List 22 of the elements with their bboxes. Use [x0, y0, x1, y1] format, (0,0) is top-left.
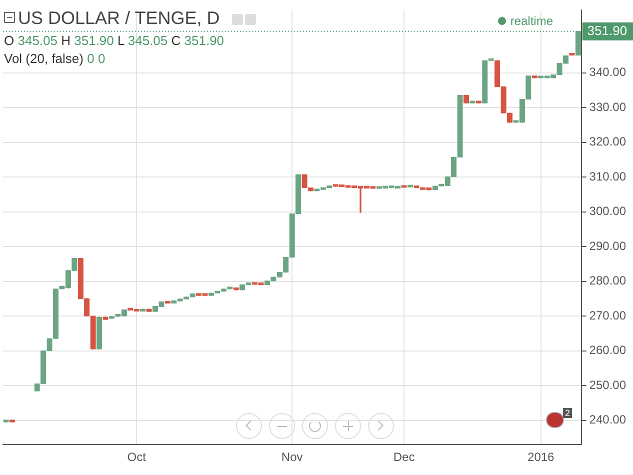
y-tick-label: 250.00 — [589, 378, 626, 392]
y-tick-label: 310.00 — [589, 169, 626, 184]
y-tick-label: 320.00 — [589, 134, 626, 149]
annotation: 0 0 — [87, 51, 106, 66]
x-tick-label: 2016 — [528, 450, 555, 464]
y-tick-label: 240.00 — [589, 412, 626, 427]
y-tick-label: 260.00 — [589, 343, 626, 358]
y-tick-label: 340.00 — [589, 65, 626, 80]
annotation: 2 — [563, 408, 572, 418]
y-tick-label: 300.00 — [589, 204, 626, 218]
ref-line-label: 351.90 — [587, 22, 628, 38]
chart-title: US DOLLAR / TENGE, D — [18, 8, 220, 28]
annotation: Vol (20, false) — [4, 51, 84, 66]
x-tick-label: Nov — [281, 450, 303, 464]
x-tick-label: Oct — [127, 450, 147, 464]
y-tick-label: 290.00 — [589, 238, 626, 253]
annotation: realtime — [509, 14, 553, 28]
y-tick-label: 270.00 — [589, 308, 626, 322]
y-tick-label: 280.00 — [589, 274, 626, 288]
y-tick-label: 330.00 — [589, 100, 626, 114]
x-tick-label: Dec — [393, 450, 415, 464]
text: O 345.05 H 351.90 L 345.05 C 351.90 — [4, 33, 224, 48]
